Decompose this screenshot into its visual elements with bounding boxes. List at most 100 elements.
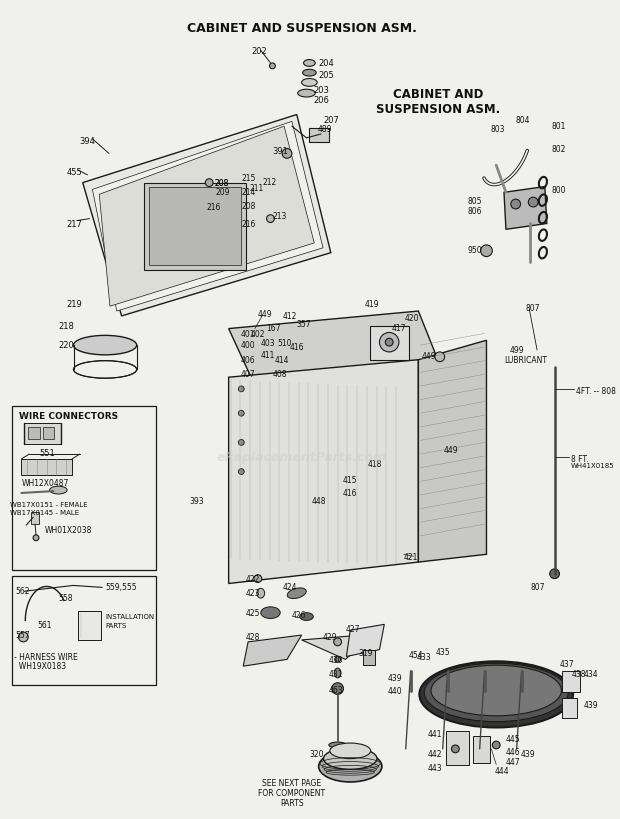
Text: 441: 441	[428, 730, 443, 739]
Text: WIRE CONNECTORS: WIRE CONNECTORS	[19, 412, 118, 421]
Bar	[12, 407, 156, 570]
Text: eReplacementParts.com: eReplacementParts.com	[216, 451, 387, 464]
Bar	[149, 188, 241, 266]
Text: 203: 203	[313, 86, 329, 95]
Text: 213: 213	[272, 211, 287, 220]
Bar	[78, 611, 101, 640]
Text: 551: 551	[39, 449, 55, 458]
Text: 446: 446	[506, 747, 521, 756]
Text: 427: 427	[345, 625, 360, 634]
Text: 445: 445	[506, 735, 521, 744]
Text: SEE NEXT PAGE: SEE NEXT PAGE	[262, 778, 321, 787]
Text: 561: 561	[37, 621, 51, 630]
Ellipse shape	[299, 613, 313, 621]
Bar	[31, 513, 39, 524]
Text: 807: 807	[530, 581, 545, 590]
Text: 800: 800	[552, 185, 566, 194]
Bar	[29, 428, 40, 439]
Bar	[12, 576, 156, 685]
Text: 206: 206	[313, 96, 329, 105]
Circle shape	[511, 200, 521, 210]
Bar	[370, 326, 409, 360]
Text: 215: 215	[241, 174, 255, 183]
Text: 428: 428	[245, 632, 260, 641]
Ellipse shape	[334, 668, 341, 678]
Ellipse shape	[419, 662, 573, 727]
Ellipse shape	[298, 90, 315, 98]
Text: 424: 424	[282, 581, 296, 590]
Text: 417: 417	[391, 324, 405, 333]
Text: 406: 406	[241, 355, 255, 364]
Text: 403: 403	[261, 339, 275, 348]
Ellipse shape	[261, 607, 280, 618]
Text: 421: 421	[404, 553, 418, 562]
Text: 214: 214	[241, 188, 255, 197]
Text: 434: 434	[584, 669, 598, 678]
Circle shape	[19, 632, 29, 642]
Polygon shape	[82, 115, 331, 316]
Bar	[43, 428, 55, 439]
Polygon shape	[418, 341, 487, 563]
Ellipse shape	[301, 79, 317, 87]
Bar	[363, 649, 374, 665]
Ellipse shape	[303, 70, 316, 77]
Text: 463: 463	[329, 685, 343, 694]
Text: 416: 416	[290, 343, 304, 351]
Ellipse shape	[424, 663, 568, 722]
Text: 357: 357	[297, 319, 311, 328]
Text: 426: 426	[292, 610, 306, 619]
Text: 802: 802	[552, 144, 566, 153]
Text: 219: 219	[66, 300, 82, 309]
Circle shape	[335, 657, 340, 663]
Text: 408: 408	[272, 370, 287, 379]
Polygon shape	[504, 188, 547, 230]
Circle shape	[267, 215, 275, 224]
Text: 803: 803	[490, 125, 505, 134]
Text: WH01X2038: WH01X2038	[45, 526, 92, 535]
Text: 806: 806	[467, 206, 482, 215]
Text: 394: 394	[80, 137, 95, 146]
Text: 499: 499	[510, 346, 525, 355]
Bar	[562, 672, 580, 693]
Circle shape	[435, 352, 445, 362]
Text: 444: 444	[494, 767, 509, 776]
Text: 212: 212	[263, 178, 277, 187]
Circle shape	[238, 387, 244, 392]
Text: - HARNESS WIRE: - HARNESS WIRE	[14, 652, 78, 661]
Text: 420: 420	[405, 314, 419, 323]
Text: WH19X0183: WH19X0183	[14, 662, 66, 671]
Text: LUBRICANT: LUBRICANT	[504, 355, 547, 364]
Text: 449: 449	[258, 310, 272, 319]
Circle shape	[385, 339, 393, 346]
Text: 430: 430	[329, 656, 343, 665]
Text: 950: 950	[467, 246, 482, 255]
Text: 412: 412	[282, 312, 296, 321]
Text: 391: 391	[272, 147, 288, 156]
Text: 218: 218	[58, 321, 74, 330]
Text: 558: 558	[58, 594, 73, 603]
Text: 205: 205	[318, 70, 334, 79]
Ellipse shape	[73, 361, 136, 378]
Circle shape	[451, 745, 459, 753]
Text: 489: 489	[317, 125, 332, 134]
Text: 216: 216	[206, 203, 221, 212]
Text: INSTALLATION: INSTALLATION	[105, 613, 154, 619]
Text: 207: 207	[323, 115, 339, 124]
Circle shape	[528, 198, 538, 208]
Text: WB17X0145 - MALE: WB17X0145 - MALE	[10, 509, 79, 515]
Text: FOR COMPONENT: FOR COMPONENT	[259, 788, 326, 797]
Text: 217: 217	[66, 219, 82, 229]
Circle shape	[270, 64, 275, 70]
Bar	[22, 459, 72, 475]
Text: 202: 202	[251, 48, 267, 57]
Text: 454: 454	[409, 649, 423, 658]
Text: 418: 418	[368, 459, 382, 468]
Bar	[446, 731, 469, 766]
Circle shape	[254, 575, 262, 583]
Ellipse shape	[329, 742, 347, 748]
Text: 559,555: 559,555	[105, 581, 136, 590]
Text: 801: 801	[552, 122, 566, 131]
Circle shape	[334, 638, 342, 646]
Text: 557: 557	[16, 631, 30, 640]
Text: 439: 439	[521, 749, 535, 758]
